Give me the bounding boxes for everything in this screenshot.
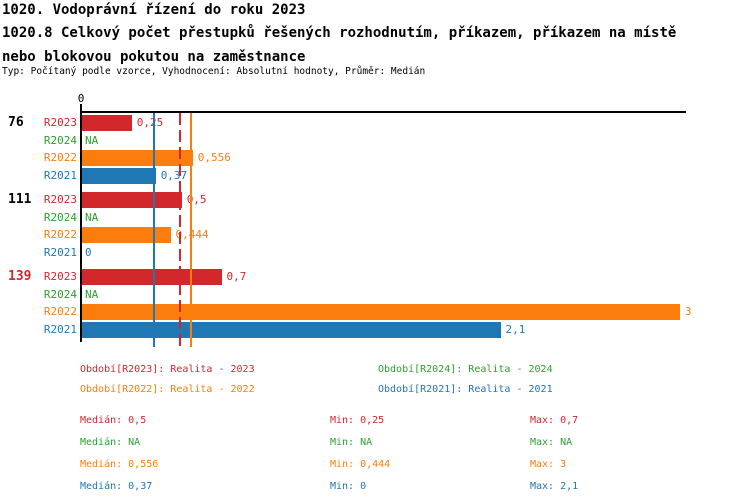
- bar: [82, 167, 156, 184]
- median-line: [189, 113, 192, 347]
- bar: [82, 150, 193, 166]
- legend-item-r2024: Období[R2024]: Realita - 2024: [378, 364, 553, 375]
- bar: [82, 321, 501, 338]
- stat-max-r2022: Max: 3: [530, 459, 567, 470]
- legend-item-r2023: Období[R2023]: Realita - 2023: [80, 364, 255, 375]
- series-row-label: R2022: [43, 305, 77, 318]
- bar-value-label: 0,25: [136, 116, 164, 129]
- bar-value-label: 2,1: [505, 322, 526, 336]
- bar-value-label: 0: [85, 245, 92, 259]
- series-row-label: R2022: [43, 228, 77, 241]
- series-row-label: R2023: [43, 116, 77, 129]
- bar-value-label: NA: [85, 133, 99, 147]
- bar: [82, 192, 182, 208]
- indicator-title-line2: nebo blokovou pokutou na zaměstnance: [2, 49, 306, 65]
- median-line: [152, 113, 155, 347]
- bar-value-label: 3: [684, 305, 692, 318]
- median-line: [178, 113, 181, 347]
- series-row-label: R2024: [43, 133, 77, 147]
- stat-median-r2023: Medián: 0,5: [80, 415, 147, 426]
- stat-min-r2023: Min: 0,25: [330, 415, 385, 426]
- series-row-label: R2021: [43, 245, 77, 259]
- bar-value-label: 0,7: [226, 270, 247, 283]
- indicator-title-line1: 1020.8 Celkový počet přestupků řešených …: [2, 25, 677, 41]
- stat-median-r2022: Medián: 0,556: [80, 459, 159, 470]
- legend-item-r2021: Období[R2021]: Realita - 2021: [378, 384, 553, 395]
- y-axis-line: [80, 104, 82, 342]
- stat-max-r2021: Max: 2,1: [530, 481, 579, 492]
- series-row-label: R2024: [43, 210, 77, 224]
- chart-subtitle: Typ: Počítaný podle vzorce, Vyhodnocení:…: [2, 66, 426, 77]
- stat-max-r2023: Max: 0,7: [530, 415, 579, 426]
- stat-median-r2024: Medián: NA: [80, 437, 141, 448]
- series-row-label: R2021: [43, 168, 77, 182]
- series-row-label: R2023: [43, 270, 77, 283]
- series-row-label: R2023: [43, 193, 77, 206]
- bar-value-label: NA: [85, 210, 99, 224]
- bar: [82, 227, 171, 243]
- bar: [82, 304, 680, 320]
- group-label: 76: [8, 115, 24, 130]
- bar-value-label: 0,556: [197, 151, 231, 164]
- page-title: 1020. Vodoprávní řízení do roku 2023: [2, 2, 306, 18]
- bar: [82, 115, 132, 131]
- bar-value-label: 0,37: [160, 168, 188, 182]
- x-axis-zero-label: 0: [77, 92, 85, 105]
- stat-min-r2022: Min: 0,444: [330, 459, 391, 470]
- bar: [82, 269, 222, 285]
- bar-value-label: 0,444: [175, 228, 209, 241]
- legend-item-r2022: Období[R2022]: Realita - 2022: [80, 384, 255, 395]
- bar-chart: 0 76 R2023 0,25 R2024 NA R2022 0,556 R2021 0,37 1…: [8, 92, 692, 347]
- x-axis-line: [80, 111, 686, 113]
- series-row-label: R2021: [43, 322, 77, 336]
- series-row-label: R2022: [43, 151, 77, 164]
- stat-min-r2021: Min: 0: [330, 481, 367, 492]
- stat-median-r2021: Medián: 0,37: [80, 481, 153, 492]
- group-label: 111: [8, 192, 32, 207]
- bar-value-label: NA: [85, 287, 99, 301]
- series-row-label: R2024: [43, 287, 77, 301]
- stat-max-r2024: Max: NA: [530, 437, 573, 448]
- group-label: 139: [8, 269, 32, 284]
- stat-min-r2024: Min: NA: [330, 437, 373, 448]
